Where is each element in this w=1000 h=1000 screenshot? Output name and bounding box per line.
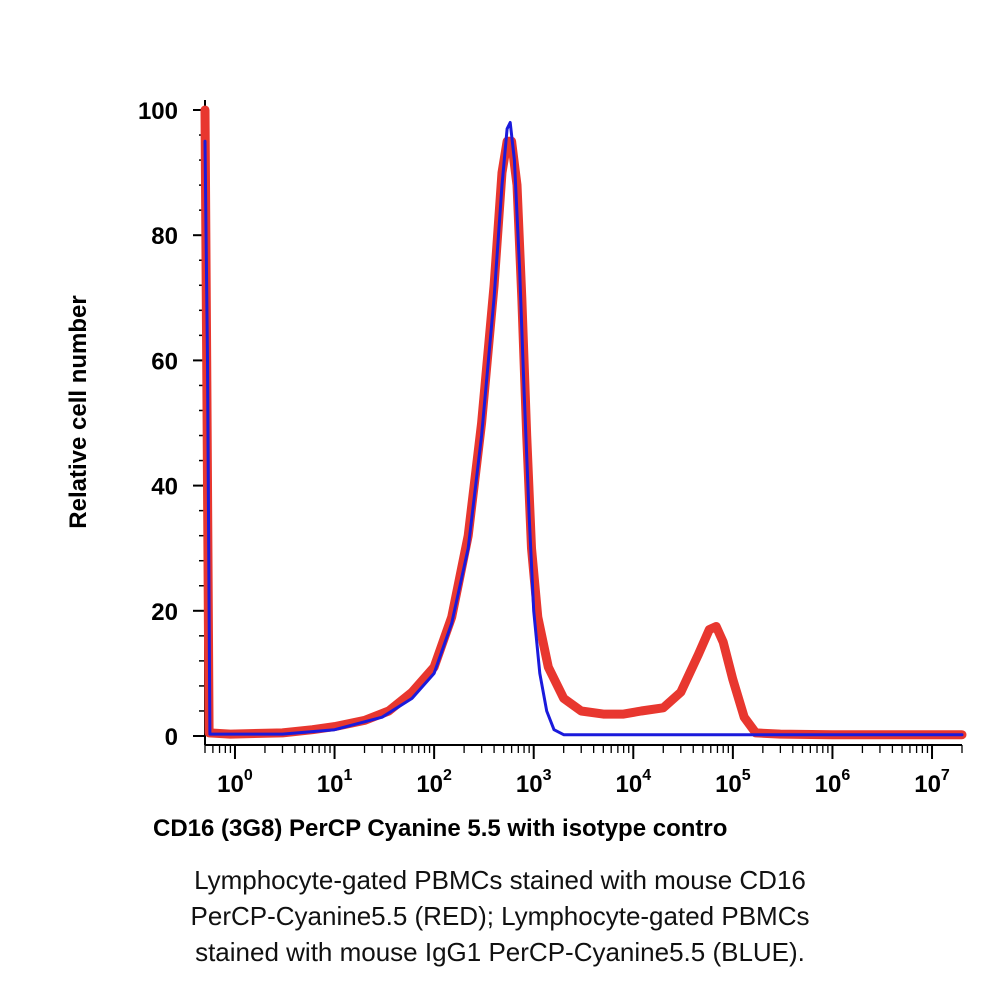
x-tick-label: 105 — [715, 767, 751, 798]
y-axis: 0 20 40 60 80 100 — [138, 98, 206, 751]
y-tick-label: 100 — [138, 98, 178, 125]
caption-line-2: PerCP-Cyanine5.5 (RED); Lymphocyte-gated… — [190, 901, 810, 931]
series-layer — [200, 105, 967, 740]
caption-line-3: stained with mouse IgG1 PerCP-Cyanine5.5… — [195, 937, 805, 967]
x-axis-title: CD16 (3G8) PerCP Cyanine 5.5 with isotyp… — [153, 815, 727, 842]
x-tick-label: 103 — [516, 767, 552, 798]
series-blue-line — [203, 121, 964, 737]
y-tick-label: 40 — [151, 474, 178, 501]
y-tick-label: 60 — [151, 348, 178, 375]
series-red-line — [200, 105, 967, 740]
x-tick-label: 100 — [217, 767, 253, 798]
y-tick-label: 20 — [151, 599, 178, 626]
caption-line-1: Lymphocyte-gated PBMCs stained with mous… — [194, 865, 806, 895]
x-axis: 100 101 102 103 104 105 106 107 — [204, 744, 963, 798]
y-tick-label: 80 — [151, 223, 178, 250]
y-axis-title: Relative cell number — [65, 295, 92, 528]
figure-caption: Lymphocyte-gated PBMCs stained with mous… — [0, 862, 1000, 970]
x-tick-label: 102 — [416, 767, 452, 798]
x-tick-label: 107 — [914, 767, 950, 798]
y-tick-label: 0 — [165, 724, 178, 751]
x-tick-label: 101 — [317, 767, 353, 798]
x-tick-label: 106 — [815, 767, 851, 798]
x-tick-label: 104 — [615, 767, 651, 798]
